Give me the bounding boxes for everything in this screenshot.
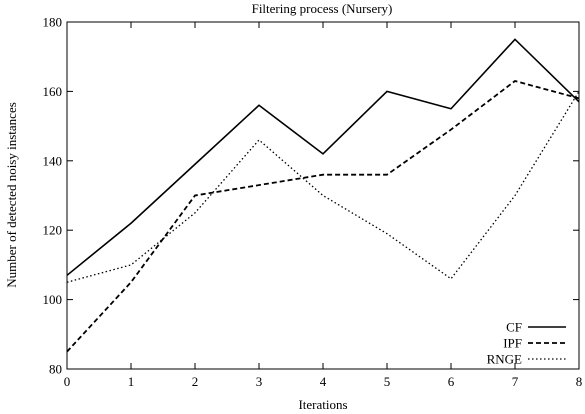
y-tick-label: 80 xyxy=(49,362,62,377)
y-axis: 80 100 120 140 160 180 xyxy=(43,15,579,377)
series-line-cf xyxy=(66,38,580,276)
series-line-rnge xyxy=(66,91,580,283)
x-tick-label: 0 xyxy=(64,374,71,389)
legend-label-rnge: RNGE xyxy=(487,352,522,367)
x-tick-label: 8 xyxy=(576,374,583,389)
legend-label-cf: CF xyxy=(506,320,522,335)
y-tick-label: 180 xyxy=(43,15,63,30)
series-line-ipf xyxy=(66,80,580,353)
x-tick-label: 2 xyxy=(192,374,199,389)
y-tick-label: 100 xyxy=(43,292,63,307)
y-tick-label: 160 xyxy=(43,84,63,99)
x-axis-label: Iterations xyxy=(298,397,347,412)
x-tick-label: 7 xyxy=(512,374,519,389)
y-tick-label: 140 xyxy=(43,153,63,168)
x-tick-label: 6 xyxy=(448,374,455,389)
x-axis: 0 1 2 3 4 5 6 7 8 xyxy=(64,22,583,389)
plot-area xyxy=(66,21,580,370)
series-layer xyxy=(66,38,580,353)
x-tick-label: 3 xyxy=(256,374,263,389)
x-tick-label: 5 xyxy=(384,374,391,389)
x-tick-label: 4 xyxy=(320,374,327,389)
y-axis-label: Number of detected noisy instances xyxy=(4,102,19,288)
chart-title: Filtering process (Nursery) xyxy=(252,1,393,16)
x-tick-label: 1 xyxy=(128,374,135,389)
legend-label-ipf: IPF xyxy=(503,336,522,351)
y-tick-label: 120 xyxy=(43,223,63,238)
